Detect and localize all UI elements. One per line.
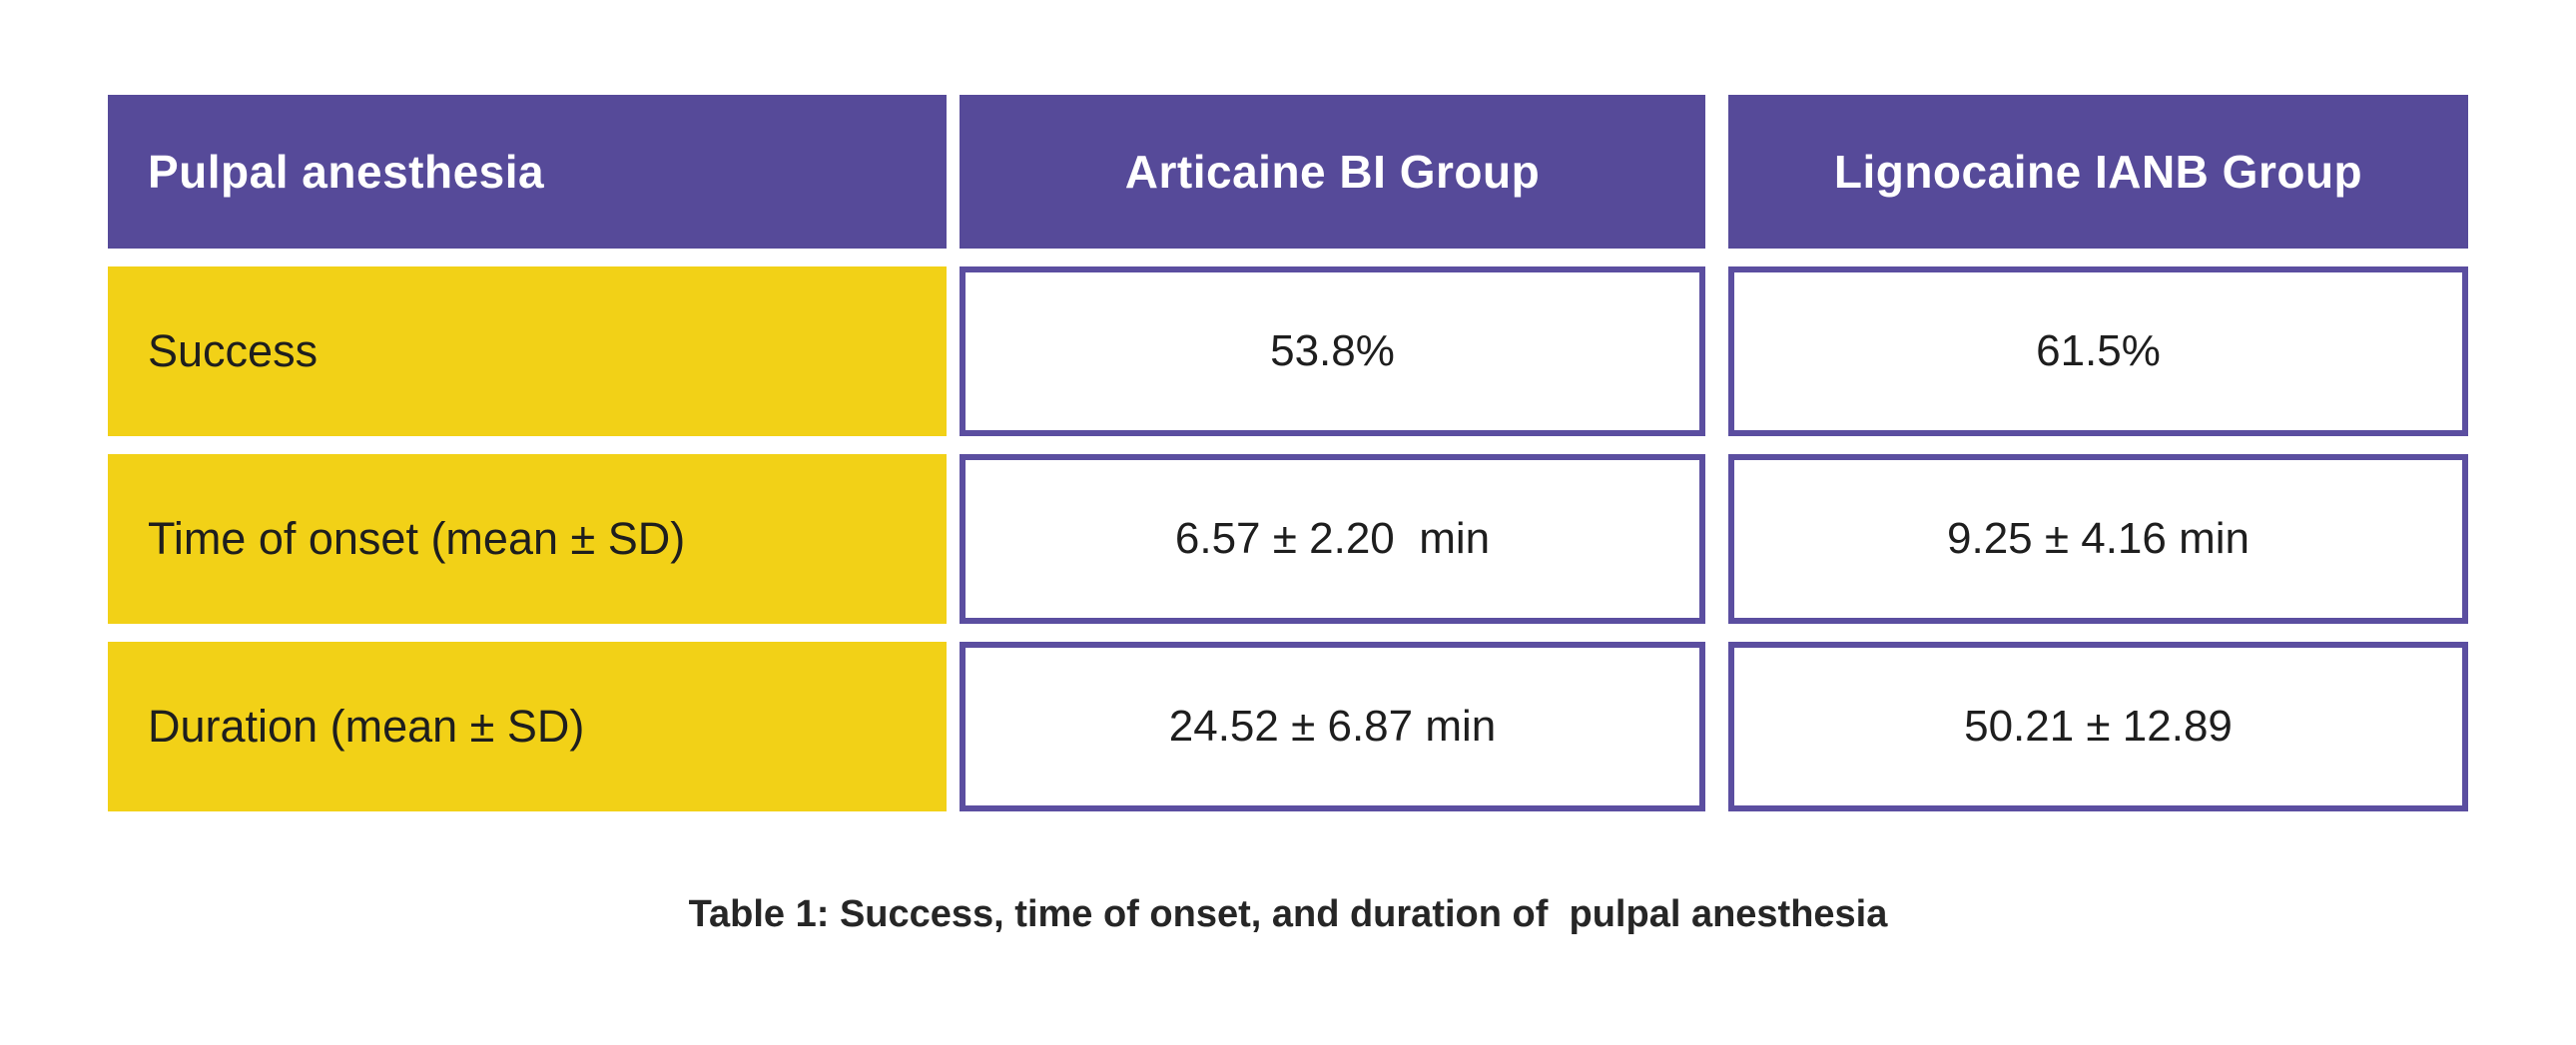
header-cell-pulpal-anesthesia: Pulpal anesthesia <box>108 95 947 249</box>
header-label: Pulpal anesthesia <box>148 146 545 198</box>
cell-value: 61.5% <box>2036 326 2161 375</box>
cell-onset-articaine: 6.57 ± 2.20 min <box>960 454 1705 624</box>
cell-duration-lignocaine: 50.21 ± 12.89 <box>1728 642 2468 811</box>
cell-value: 9.25 ± 4.16 min <box>1947 514 2250 563</box>
header-label: Articaine BI Group <box>1124 146 1541 198</box>
row-label-text: Success <box>148 325 319 376</box>
cell-value: 53.8% <box>1270 326 1395 375</box>
cell-value: 24.52 ± 6.87 min <box>1168 702 1497 751</box>
table-caption: Table 1: Success, time of onset, and dur… <box>688 893 1888 935</box>
cell-value: 50.21 ± 12.89 <box>1964 702 2233 751</box>
row-label-duration: Duration (mean ± SD) <box>108 642 947 811</box>
cell-success-articaine: 53.8% <box>960 266 1705 436</box>
header-cell-lignocaine-ianb-group: Lignocaine IANB Group <box>1728 95 2468 249</box>
row-label-success: Success <box>108 266 947 436</box>
header-cell-articaine-bi-group: Articaine BI Group <box>960 95 1705 249</box>
row-label-time-of-onset: Time of onset (mean ± SD) <box>108 454 947 624</box>
row-label-text: Duration (mean ± SD) <box>148 701 585 752</box>
row-label-text: Time of onset (mean ± SD) <box>148 513 686 564</box>
cell-onset-lignocaine: 9.25 ± 4.16 min <box>1728 454 2468 624</box>
header-label: Lignocaine IANB Group <box>1833 146 2363 198</box>
cell-success-lignocaine: 61.5% <box>1728 266 2468 436</box>
cell-duration-articaine: 24.52 ± 6.87 min <box>960 642 1705 811</box>
cell-value: 6.57 ± 2.20 min <box>1174 514 1491 563</box>
